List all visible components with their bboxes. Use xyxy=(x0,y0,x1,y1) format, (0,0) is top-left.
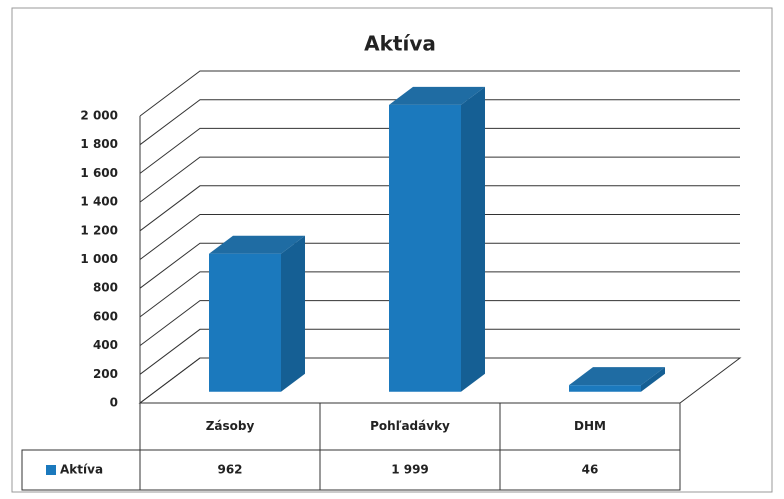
y-tick-label: 800 xyxy=(93,281,118,295)
y-tick-label: 1 000 xyxy=(80,252,118,266)
grid-line xyxy=(139,214,740,260)
grid-line xyxy=(139,357,740,404)
category-label: DHM xyxy=(574,419,606,433)
grid-line xyxy=(139,70,740,117)
legend-label: Aktíva xyxy=(60,463,103,477)
category-label: Pohľadávky xyxy=(370,419,450,433)
bar-top xyxy=(569,367,665,386)
value-label: 46 xyxy=(582,463,599,477)
y-tick-label: 200 xyxy=(93,367,118,381)
y-tick-label: 1 400 xyxy=(80,195,118,209)
bar xyxy=(209,235,305,392)
y-tick-label: 1 200 xyxy=(80,223,118,237)
value-label: 1 999 xyxy=(391,463,429,477)
bar xyxy=(569,367,665,392)
y-tick-label: 1 800 xyxy=(80,137,118,151)
bar-side xyxy=(641,367,665,392)
y-tick-label: 600 xyxy=(93,309,118,323)
legend-key xyxy=(46,465,56,475)
category-label: Zásoby xyxy=(206,419,255,433)
bar-side xyxy=(281,235,305,392)
y-tick-label: 2 000 xyxy=(80,109,118,123)
chart-title: Aktíva xyxy=(364,32,436,56)
value-label: 962 xyxy=(217,463,242,477)
grid-line xyxy=(139,242,740,289)
grid-line xyxy=(139,328,740,375)
grid-line xyxy=(139,185,740,232)
bar-front xyxy=(569,385,641,392)
grid-line xyxy=(139,300,740,347)
bar xyxy=(389,86,485,392)
bar-front xyxy=(389,104,461,392)
bar-top xyxy=(209,235,305,254)
bar-side xyxy=(461,86,485,392)
grid-line xyxy=(139,156,740,203)
bar-top xyxy=(389,86,485,105)
grid-line xyxy=(139,271,740,318)
bar-front xyxy=(209,253,281,392)
grid-line xyxy=(139,99,740,146)
grid-line xyxy=(139,127,740,174)
y-tick-label: 1 600 xyxy=(80,166,118,180)
y-tick-label: 0 xyxy=(110,396,118,410)
y-tick-label: 400 xyxy=(93,338,118,352)
